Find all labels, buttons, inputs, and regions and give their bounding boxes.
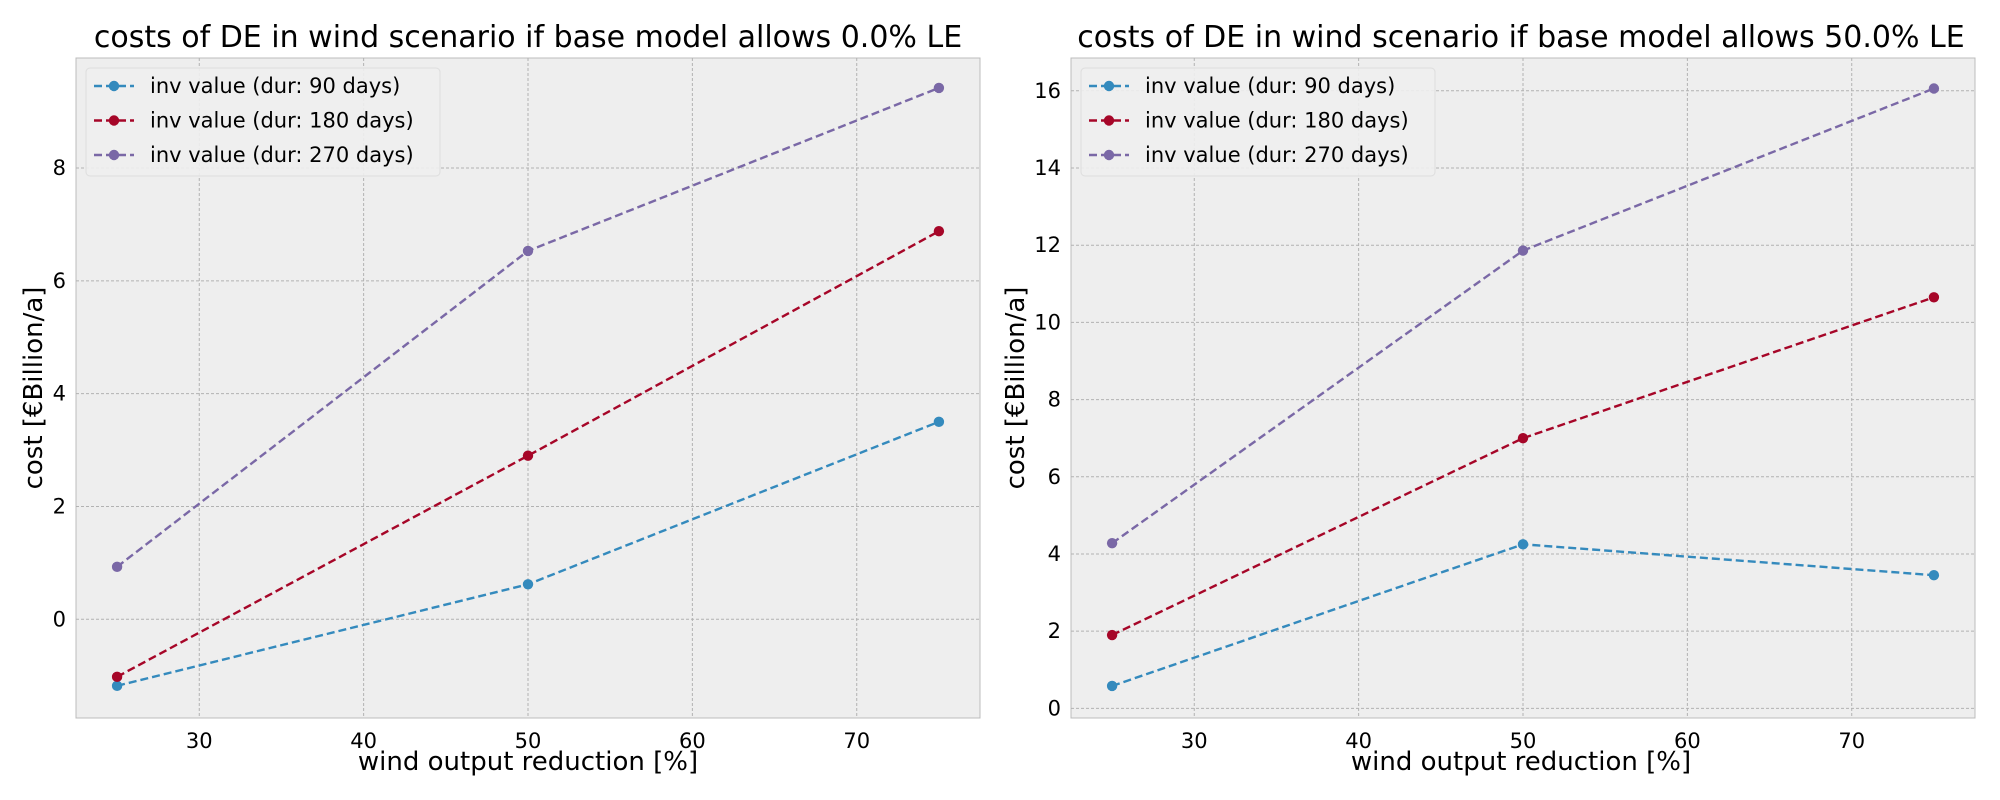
- x-tick-label: 50: [515, 729, 542, 753]
- x-tick-label: 50: [1510, 729, 1537, 753]
- chart-right: 30 40 50 60 70 0 2 4 6 8 10 12 14 16 inv value (dur: 9…: [1001, 20, 1976, 777]
- data-point: [522, 245, 534, 257]
- legend-swatch-marker: [108, 115, 120, 126]
- legend-entry: inv value (dur: 270 days): [1145, 143, 1409, 167]
- x-tick-label: 40: [350, 729, 377, 753]
- legend: inv value (dur: 90 days) inv value (dur: …: [1080, 67, 1436, 177]
- y-tick-label: 6: [53, 269, 66, 293]
- x-tick-label: 30: [186, 729, 213, 753]
- y-tick-label: 16: [1034, 79, 1061, 103]
- data-point: [1928, 83, 1940, 94]
- x-tick-label: 70: [843, 729, 870, 753]
- x-tick-label: 30: [1181, 729, 1208, 753]
- chart-title: costs of DE in wind scenario if base mod…: [94, 20, 962, 55]
- y-tick-label: 0: [1048, 696, 1061, 720]
- y-tick-label: 8: [53, 156, 66, 180]
- y-tick-label: 6: [1048, 465, 1061, 489]
- y-tick-label: 12: [1034, 233, 1061, 257]
- plot-area-group: 30 40 50 60 70 0 2 4 6 8 10 12 14 16 inv value (dur: 9…: [1034, 57, 1976, 753]
- y-tick-label: 10: [1034, 310, 1061, 334]
- legend-swatch-marker: [1103, 80, 1115, 92]
- legend: inv value (dur: 90 days) inv value (dur: …: [85, 67, 441, 177]
- legend-swatch-marker: [1103, 115, 1115, 126]
- data-point: [1517, 245, 1529, 256]
- x-tick-label: 40: [1345, 729, 1372, 753]
- data-point: [1517, 432, 1529, 444]
- x-axis-label: wind output reduction [%]: [358, 747, 698, 777]
- data-point: [933, 82, 945, 94]
- data-point: [1106, 537, 1118, 549]
- y-tick-label: 8: [1048, 388, 1061, 412]
- data-point: [522, 579, 534, 590]
- legend-entry: inv value (dur: 270 days): [150, 143, 414, 167]
- legend-entry: inv value (dur: 90 days): [1145, 74, 1395, 98]
- legend-entry: inv value (dur: 180 days): [150, 109, 414, 133]
- x-axis-label: wind output reduction [%]: [1351, 747, 1691, 777]
- data-point: [1928, 292, 1940, 303]
- data-point: [933, 416, 945, 428]
- y-tick-label: 2: [53, 494, 66, 518]
- x-tick-label: 70: [1838, 729, 1865, 753]
- y-tick-label: 4: [53, 382, 66, 406]
- legend-entry: inv value (dur: 180 days): [1145, 109, 1409, 133]
- data-point: [111, 680, 123, 692]
- data-point: [1517, 539, 1529, 550]
- legend-frame: [85, 67, 441, 177]
- data-point: [933, 225, 945, 237]
- data-point: [111, 671, 123, 683]
- y-axis-label: cost [€Billion/a]: [1001, 287, 1031, 490]
- legend-swatch-marker: [1103, 149, 1115, 161]
- y-tick-label: 0: [53, 607, 66, 631]
- data-point: [522, 450, 534, 461]
- legend-swatch-marker: [108, 80, 120, 92]
- y-tick-label: 4: [1048, 542, 1061, 566]
- y-tick-label: 14: [1034, 156, 1061, 180]
- legend-swatch-marker: [108, 149, 120, 161]
- series-line: [1111, 296, 1935, 637]
- legend-frame: [1080, 67, 1436, 177]
- data-point: [1928, 569, 1940, 581]
- y-axis-label: cost [€Billion/a]: [19, 287, 49, 490]
- data-point: [111, 561, 123, 573]
- data-point: [1106, 629, 1118, 641]
- chart-title: costs of DE in wind scenario if base mod…: [1077, 20, 1964, 55]
- x-tick-label: 60: [1674, 729, 1701, 753]
- legend-entry: inv value (dur: 90 days): [150, 74, 400, 98]
- data-point: [1106, 680, 1118, 692]
- y-tick-label: 2: [1048, 619, 1061, 643]
- x-tick-label: 60: [679, 729, 706, 753]
